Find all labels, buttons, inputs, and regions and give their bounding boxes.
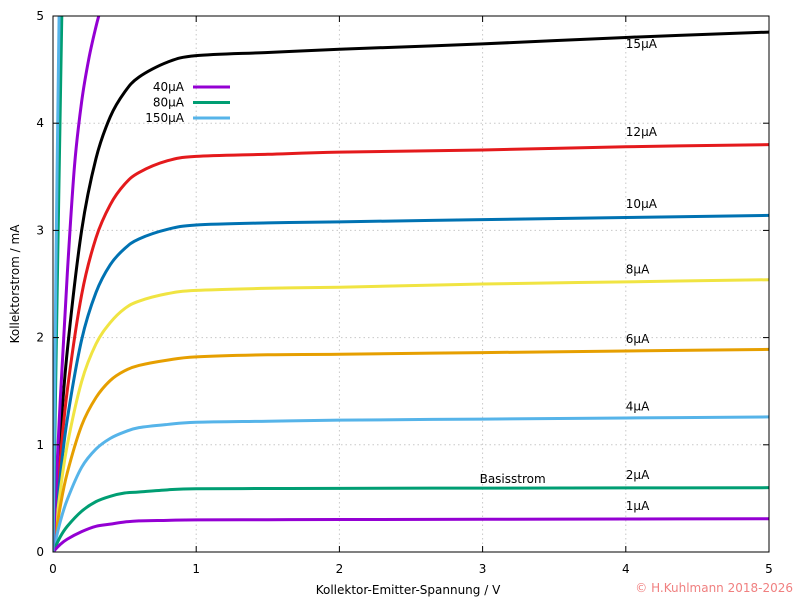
x-tick-label: 4 xyxy=(622,562,630,576)
x-axis-label: Kollektor-Emitter-Spannung / V xyxy=(316,583,501,597)
plot-frame xyxy=(52,15,770,553)
legend-label-80ua: 80µA xyxy=(153,96,185,110)
curve-label-2ua: 2µA xyxy=(626,468,650,482)
x-tick-label: 0 xyxy=(49,562,57,576)
curve-6ua xyxy=(53,347,769,552)
y-tick-label: 5 xyxy=(36,9,44,23)
curve-15ua xyxy=(53,30,769,552)
curve-40ua xyxy=(53,16,101,552)
curve-label-4ua: 4µA xyxy=(626,399,650,413)
curve-1ua xyxy=(53,517,769,552)
curve-label-8ua: 8µA xyxy=(626,262,650,276)
curve-label-1ua: 1µA xyxy=(626,499,650,513)
curve-2ua xyxy=(53,486,769,552)
curve-10ua xyxy=(53,213,769,552)
x-tick-label: 3 xyxy=(479,562,487,576)
legend-label-40ua: 40µA xyxy=(153,80,185,94)
curve-label-12ua: 12µA xyxy=(626,125,658,139)
axis-ticks: 0 1 2 3 4 5 0 1 2 3 4 5 xyxy=(36,9,772,576)
y-tick-label: 4 xyxy=(36,116,44,130)
x-tick-label: 2 xyxy=(336,562,344,576)
curve-label-10ua: 10µA xyxy=(626,197,658,211)
curve-12ua xyxy=(53,143,769,552)
curves xyxy=(53,16,769,552)
curve-150ua xyxy=(53,16,61,552)
grid xyxy=(53,16,769,552)
y-tick-label: 3 xyxy=(36,223,44,237)
curve-8ua xyxy=(53,278,769,552)
x-tick-label: 1 xyxy=(192,562,200,576)
legend-label-150ua: 150µA xyxy=(145,111,185,125)
annotation-basisstrom: Basisstrom xyxy=(480,472,546,486)
curve-label-15ua: 15µA xyxy=(626,37,658,51)
copyright: © H.Kuhlmann 2018-2026 xyxy=(635,581,793,595)
curve-labels: 15µA 12µA 10µA 8µA 6µA 4µA 2µA 1µA xyxy=(626,37,658,513)
curve-label-6ua: 6µA xyxy=(626,332,650,346)
y-axis-label: Kollektorstrom / mA xyxy=(8,224,22,344)
y-tick-label: 0 xyxy=(36,545,44,559)
curve-4ua xyxy=(53,415,769,552)
y-tick-label: 2 xyxy=(36,331,44,345)
x-tick-label: 5 xyxy=(765,562,773,576)
y-tick-label: 1 xyxy=(36,438,44,452)
